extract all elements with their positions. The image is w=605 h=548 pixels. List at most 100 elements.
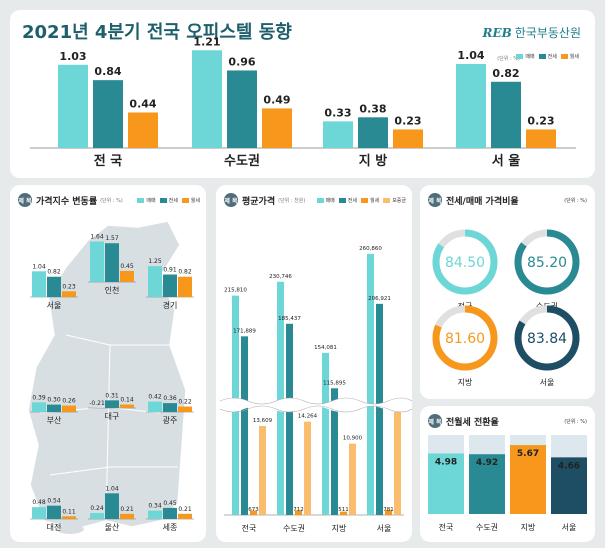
ratio-ring-value-1 bbox=[514, 229, 580, 295]
region-bar-1-2 bbox=[120, 270, 134, 282]
logo-mark: REB bbox=[482, 26, 512, 40]
region-bar-1-0 bbox=[90, 241, 104, 282]
region-bar-label-0-2: 0.23 bbox=[62, 283, 76, 290]
top-bar-label-0-0: 1.03 bbox=[59, 50, 86, 63]
top-unit-label: (단위 : %) bbox=[497, 56, 520, 62]
region-bar-label-3-2: 0.26 bbox=[62, 398, 76, 405]
region-bar-label-3-1: 0.30 bbox=[47, 397, 61, 404]
region-bar-8-1 bbox=[163, 507, 177, 519]
conversion-title-text: 전월세 전환율 bbox=[446, 417, 499, 428]
region-name-0: 서울 bbox=[47, 301, 62, 310]
conv-value-2: 5.67 bbox=[517, 449, 539, 459]
top-bar-1-1 bbox=[227, 70, 257, 148]
region-bar-label-4-0: -0.21 bbox=[89, 400, 105, 407]
top-bar-label-0-2: 0.44 bbox=[129, 97, 156, 110]
region-bar-label-2-0: 1.25 bbox=[148, 258, 162, 265]
title-badge-icon: 제 목 bbox=[224, 193, 238, 207]
conv-value-3: 4.66 bbox=[558, 461, 580, 471]
ratio-value-1: 85.20 bbox=[527, 255, 567, 271]
avg-bar-3-3 bbox=[394, 410, 401, 515]
region-bar-label-4-1: 0.31 bbox=[105, 392, 119, 399]
region-bar-6-1 bbox=[47, 505, 61, 519]
top-bar-2-2 bbox=[393, 129, 423, 148]
region-bar-4-1 bbox=[105, 400, 119, 408]
avg-bar-2-1 bbox=[331, 388, 338, 515]
legend-swatch-monthly bbox=[181, 198, 189, 203]
top-category-1: 수도권 bbox=[224, 154, 260, 169]
title-badge-icon: 제 목 bbox=[428, 414, 442, 428]
avg-price-title-text: 평균가격 bbox=[242, 196, 276, 207]
avg-bar-label-0-1: 171,889 bbox=[233, 328, 256, 334]
axis-break-line-top bbox=[219, 397, 412, 405]
region-bar-label-8-2: 0.21 bbox=[178, 506, 192, 513]
region-bar-label-6-2: 0.11 bbox=[62, 508, 76, 515]
region-bar-3-1 bbox=[47, 404, 61, 412]
region-bar-6-0 bbox=[32, 507, 46, 519]
legend-monthly: 월세 bbox=[190, 198, 200, 204]
top-bar-label-2-0: 0.33 bbox=[324, 106, 351, 119]
national-change-chart: 1.03 0.84 0.44 전 국 1.21 0.96 0.49 수도권 0.33 0.38 0.… bbox=[30, 35, 576, 169]
region-name-7: 울산 bbox=[105, 522, 120, 532]
ratio-category-2: 지방 bbox=[458, 377, 473, 387]
avg-category-1: 수도권 bbox=[283, 523, 305, 533]
title-badge-icon: 제 목 bbox=[428, 193, 442, 207]
region-bar-7-2 bbox=[120, 513, 134, 519]
region-name-8: 세종 bbox=[163, 523, 178, 532]
top-bar-0-0 bbox=[58, 64, 88, 148]
legend-swatch-jeonse bbox=[538, 54, 546, 59]
avg-bar-0-1 bbox=[241, 336, 248, 515]
region-bar-5-2 bbox=[178, 406, 192, 412]
average-price-chart: 215,810 171,889 673 13,609 전국 230,746 185,437 7… bbox=[219, 246, 412, 533]
avg-bar-label-0-2: 673 bbox=[248, 507, 259, 513]
legend-jeonse: 전세 bbox=[547, 54, 557, 60]
conv-bar-3 bbox=[551, 457, 587, 514]
top-bar-0-1 bbox=[93, 80, 123, 148]
top-bar-label-0-1: 0.84 bbox=[94, 65, 121, 78]
region-bar-label-7-1: 1.04 bbox=[105, 485, 119, 492]
region-bar-label-5-1: 0.36 bbox=[163, 395, 177, 402]
avg-bar-label-0-0: 215,810 bbox=[224, 288, 247, 294]
avg-bar-label-2-2: 511 bbox=[338, 507, 349, 513]
region-name-3: 부산 bbox=[47, 415, 62, 425]
conversion-title: 제 목 전월세 전환율 bbox=[428, 414, 499, 428]
top-bar-1-0 bbox=[192, 50, 222, 149]
conv-category-0: 전국 bbox=[439, 522, 454, 532]
top-legend: 매매 전세 월세 bbox=[512, 53, 579, 60]
legend-swatch-sale bbox=[516, 54, 524, 59]
region-bar-5-0 bbox=[148, 401, 162, 412]
region-bar-label-1-0: 1.64 bbox=[90, 233, 104, 240]
top-bar-1-2 bbox=[262, 108, 292, 148]
region-bar-4-2 bbox=[120, 404, 134, 408]
avg-bar-label-2-3: 10,900 bbox=[343, 436, 363, 442]
jeju-island-shape bbox=[56, 524, 84, 534]
region-name-5: 광주 bbox=[163, 415, 178, 425]
conversion-panel: 제 목 전월세 전환율 (단위 : %) 4.98 전국 4.92 수도권 5.67 지방… bbox=[420, 406, 595, 542]
legend-jeonse: 전세 bbox=[347, 198, 357, 204]
region-bar-2-2 bbox=[178, 276, 192, 297]
region-bar-label-6-0: 0.48 bbox=[32, 499, 46, 506]
region-bar-label-5-0: 0.42 bbox=[148, 394, 162, 401]
legend-swatch-sale bbox=[137, 198, 145, 203]
region-bar-2-0 bbox=[148, 266, 162, 297]
top-bar-0-2 bbox=[128, 112, 158, 148]
region-bar-label-1-1: 1.57 bbox=[105, 235, 119, 242]
conv-bar-1 bbox=[469, 454, 505, 514]
region-bar-6-2 bbox=[62, 516, 76, 519]
legend-swatch-deposit bbox=[383, 198, 391, 203]
region-bar-label-5-2: 0.22 bbox=[178, 399, 192, 406]
legend-sale: 매매 bbox=[525, 54, 535, 60]
avg-bar-label-3-1: 206,921 bbox=[368, 296, 391, 302]
conv-bar-0 bbox=[428, 453, 464, 514]
reb-logo: REB 한국부동산원 bbox=[482, 24, 581, 41]
top-bar-3-1 bbox=[491, 81, 521, 148]
avg-bar-label-1-0: 230,746 bbox=[269, 274, 292, 280]
region-bar-label-4-2: 0.14 bbox=[120, 397, 134, 404]
avg-bar-1-0 bbox=[277, 281, 284, 515]
region-name-2: 경기 bbox=[163, 300, 178, 310]
avg-bar-2-2 bbox=[340, 511, 347, 515]
axis-break-band bbox=[220, 398, 412, 412]
top-bar-label-1-0: 1.21 bbox=[193, 35, 220, 48]
average-price-panel: 제 목 평균가격 (단위 : 천원) 매매 전세 월세 보증금 215,810 1… bbox=[216, 185, 412, 542]
top-bar-label-3-2: 0.23 bbox=[527, 114, 554, 127]
avg-price-unit: (단위 : 천원) bbox=[278, 197, 306, 204]
